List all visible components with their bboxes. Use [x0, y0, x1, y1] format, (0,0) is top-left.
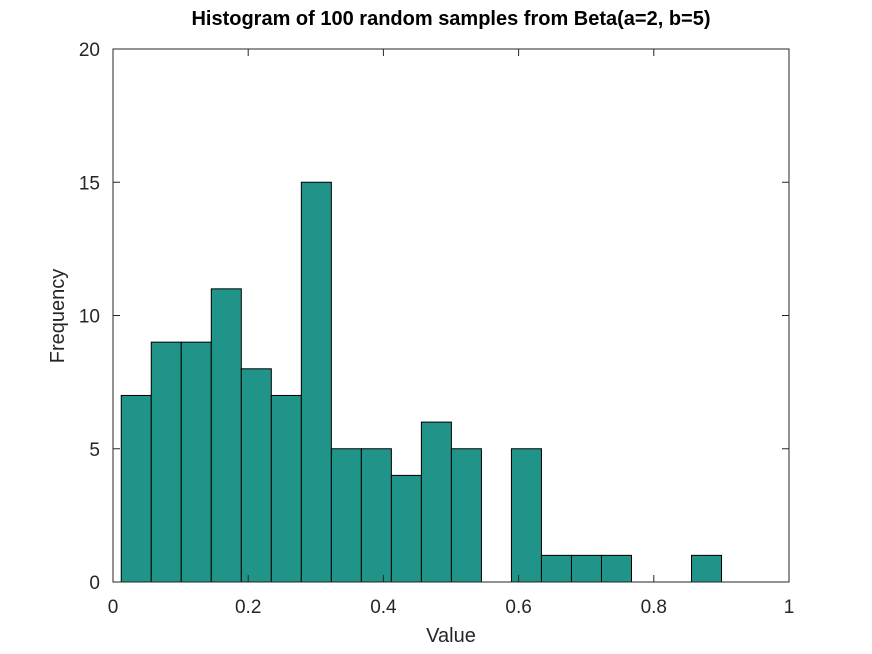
y-tick-label: 0 [89, 573, 100, 594]
histogram-bar [150, 341, 182, 583]
histogram-bars [120, 181, 723, 583]
x-tick-label: 0.4 [370, 597, 397, 618]
y-tick-label: 15 [79, 173, 100, 194]
histogram-bar [390, 474, 422, 583]
histogram-bar [420, 421, 452, 583]
histogram-bar [510, 448, 542, 583]
histogram-bar [180, 341, 212, 583]
x-tick-label: 0.8 [641, 597, 667, 618]
histogram-bar [300, 181, 332, 583]
histogram-bar [330, 448, 362, 583]
histogram-bar [450, 448, 482, 583]
histogram-bar [270, 394, 302, 583]
axis-ticks [112, 48, 790, 583]
y-tick-label: 5 [89, 440, 100, 461]
histogram-bar [360, 448, 392, 583]
histogram-bar [691, 554, 723, 583]
histogram-bar [570, 554, 602, 583]
histogram-bar [210, 288, 242, 583]
x-tick-label: 0 [108, 597, 119, 618]
y-tick-label: 10 [79, 307, 100, 328]
histogram-bar [540, 554, 572, 583]
chart-title: Histogram of 100 random samples from Bet… [191, 8, 710, 30]
histogram-bar [120, 394, 152, 583]
x-tick-label: 0.6 [505, 597, 531, 618]
x-tick-label: 1 [784, 597, 795, 618]
y-tick-label: 20 [79, 40, 100, 61]
y-axis-title: Frequency [47, 269, 69, 364]
histogram-bar [600, 554, 632, 583]
histogram-bar [240, 368, 272, 583]
x-axis-title: Value [426, 625, 476, 647]
x-tick-label: 0.2 [235, 597, 261, 618]
